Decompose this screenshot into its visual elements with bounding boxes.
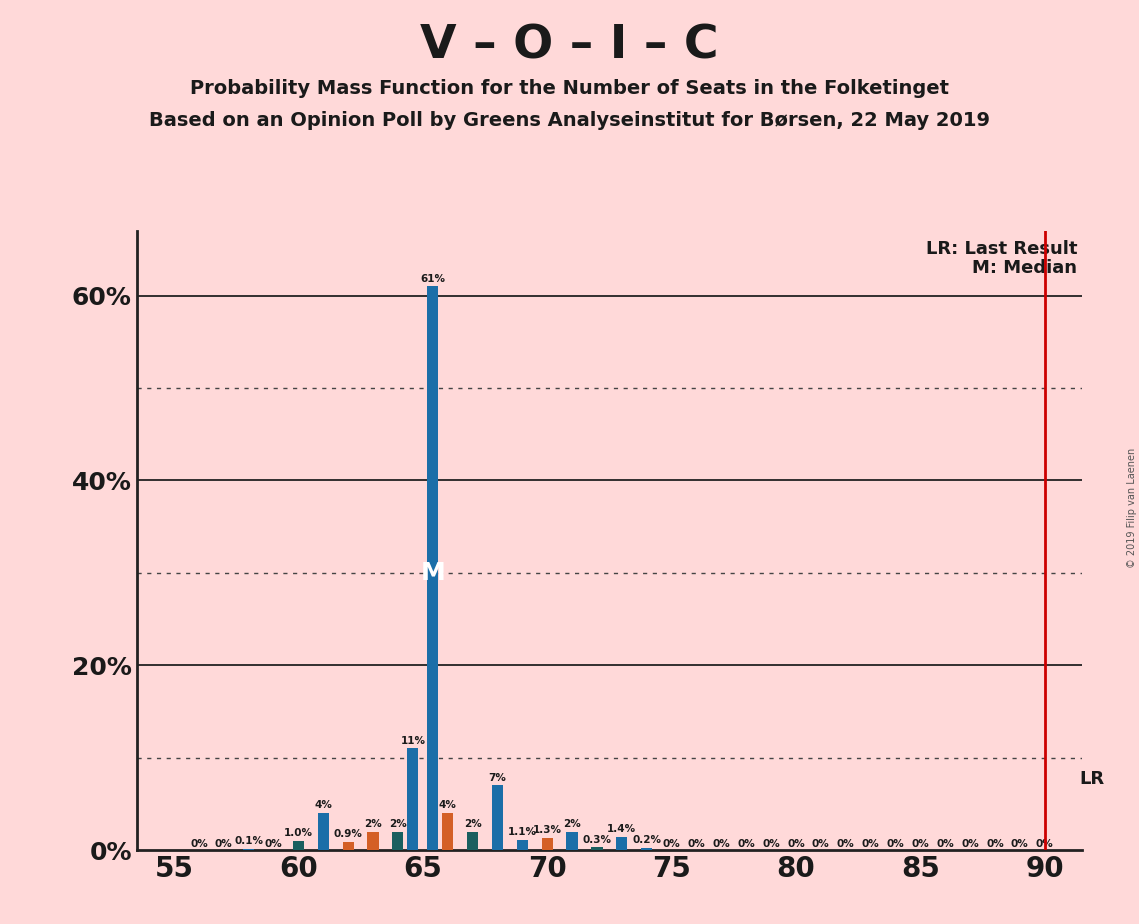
- Text: 0%: 0%: [886, 839, 904, 848]
- Bar: [517, 840, 527, 850]
- Text: 0.3%: 0.3%: [582, 834, 612, 845]
- Text: M: Median: M: Median: [973, 259, 1077, 277]
- Text: 0%: 0%: [1035, 839, 1054, 848]
- Text: 4%: 4%: [314, 800, 333, 810]
- Text: 2%: 2%: [364, 819, 382, 829]
- Bar: [427, 286, 439, 850]
- Text: 0%: 0%: [862, 839, 879, 848]
- Text: 0%: 0%: [787, 839, 805, 848]
- Bar: [541, 838, 552, 850]
- Text: 0%: 0%: [961, 839, 980, 848]
- Bar: [343, 842, 354, 850]
- Text: 1.3%: 1.3%: [533, 825, 562, 835]
- Text: 0%: 0%: [812, 839, 829, 848]
- Text: 0%: 0%: [663, 839, 680, 848]
- Bar: [591, 847, 603, 850]
- Bar: [467, 832, 478, 850]
- Text: 1.4%: 1.4%: [607, 824, 637, 834]
- Text: 0%: 0%: [762, 839, 780, 848]
- Text: 4%: 4%: [439, 800, 457, 810]
- Bar: [492, 785, 503, 850]
- Text: 0%: 0%: [936, 839, 954, 848]
- Bar: [641, 848, 653, 850]
- Text: Based on an Opinion Poll by Greens Analyseinstitut for Børsen, 22 May 2019: Based on an Opinion Poll by Greens Analy…: [149, 111, 990, 130]
- Text: LR: Last Result: LR: Last Result: [926, 240, 1077, 259]
- Text: 0.2%: 0.2%: [632, 835, 661, 845]
- Text: 0%: 0%: [712, 839, 730, 848]
- Bar: [243, 849, 254, 850]
- Bar: [392, 832, 403, 850]
- Text: 1.1%: 1.1%: [508, 827, 536, 837]
- Bar: [408, 748, 418, 850]
- Text: LR: LR: [1080, 770, 1105, 788]
- Text: 0%: 0%: [837, 839, 854, 848]
- Text: 0%: 0%: [986, 839, 1003, 848]
- Bar: [616, 837, 628, 850]
- Text: 1.0%: 1.0%: [284, 828, 313, 838]
- Bar: [566, 832, 577, 850]
- Bar: [368, 832, 378, 850]
- Text: 0%: 0%: [737, 839, 755, 848]
- Text: 11%: 11%: [400, 736, 425, 746]
- Text: V – O – I – C: V – O – I – C: [420, 23, 719, 68]
- Text: 7%: 7%: [489, 772, 507, 783]
- Text: © 2019 Filip van Laenen: © 2019 Filip van Laenen: [1126, 448, 1137, 568]
- Text: 0%: 0%: [1011, 839, 1029, 848]
- Text: M: M: [420, 561, 445, 585]
- Text: 2%: 2%: [563, 819, 581, 829]
- Text: 0%: 0%: [215, 839, 232, 848]
- Text: 2%: 2%: [390, 819, 407, 829]
- Text: 0%: 0%: [688, 839, 705, 848]
- Text: 61%: 61%: [420, 274, 445, 284]
- Bar: [442, 813, 453, 850]
- Text: 0.1%: 0.1%: [235, 836, 263, 846]
- Text: 0%: 0%: [264, 839, 282, 848]
- Text: 0%: 0%: [190, 839, 207, 848]
- Bar: [318, 813, 329, 850]
- Text: 0%: 0%: [911, 839, 929, 848]
- Text: 0.9%: 0.9%: [334, 829, 362, 839]
- Text: 2%: 2%: [464, 819, 482, 829]
- Text: Probability Mass Function for the Number of Seats in the Folketinget: Probability Mass Function for the Number…: [190, 79, 949, 98]
- Bar: [293, 841, 304, 850]
